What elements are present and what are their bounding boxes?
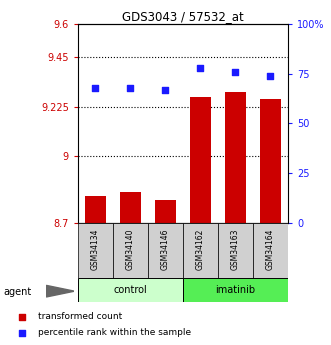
Bar — [85, 196, 106, 223]
Text: GSM34146: GSM34146 — [161, 228, 170, 270]
Text: GSM34163: GSM34163 — [231, 228, 240, 270]
Bar — [260, 99, 281, 223]
Point — [20, 314, 25, 319]
Bar — [253, 223, 288, 278]
Bar — [155, 200, 176, 223]
Point — [233, 69, 238, 75]
Bar — [183, 278, 288, 302]
Point — [198, 65, 203, 71]
Text: GSM34140: GSM34140 — [126, 228, 135, 270]
Polygon shape — [46, 285, 74, 297]
Point — [20, 330, 25, 336]
Text: GSM34164: GSM34164 — [266, 228, 275, 270]
Point — [163, 87, 168, 92]
Text: agent: agent — [3, 287, 31, 296]
Text: transformed count: transformed count — [38, 312, 122, 321]
Text: control: control — [114, 285, 147, 295]
Bar — [78, 223, 113, 278]
Bar — [78, 278, 183, 302]
Point — [93, 85, 98, 90]
Bar — [225, 92, 246, 223]
Bar — [218, 223, 253, 278]
Bar — [148, 223, 183, 278]
Bar — [113, 223, 148, 278]
Title: GDS3043 / 57532_at: GDS3043 / 57532_at — [122, 10, 244, 23]
Text: percentile rank within the sample: percentile rank within the sample — [38, 328, 191, 337]
Text: GSM34162: GSM34162 — [196, 228, 205, 270]
Point — [268, 73, 273, 79]
Point — [128, 85, 133, 90]
Bar — [183, 223, 218, 278]
Text: GSM34134: GSM34134 — [91, 228, 100, 270]
Bar — [120, 192, 141, 223]
Text: imatinib: imatinib — [215, 285, 256, 295]
Bar — [190, 97, 211, 223]
